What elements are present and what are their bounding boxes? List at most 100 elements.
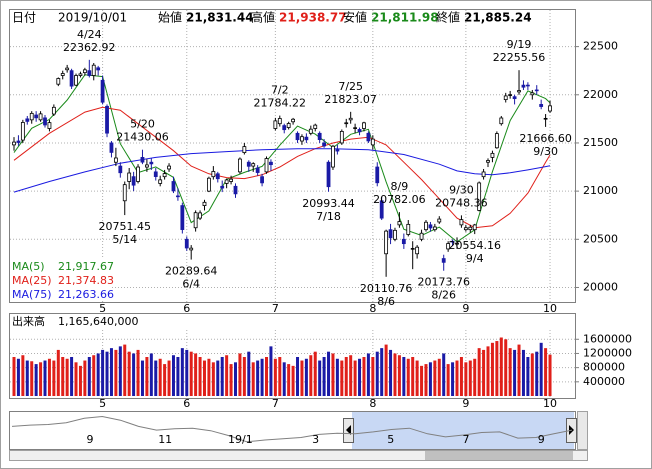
y-tick-label: 22500 xyxy=(583,40,618,53)
navigator-label: 11 xyxy=(158,433,172,446)
annotation-value: 21784.22 xyxy=(254,97,307,110)
candle-body xyxy=(534,89,539,92)
volume-bar xyxy=(256,360,260,396)
header-label: 始値 xyxy=(158,10,182,25)
y-tick-label: 20500 xyxy=(583,232,618,245)
volume-bar xyxy=(344,357,348,396)
volume-bar xyxy=(149,353,153,396)
volume-bar xyxy=(322,357,326,396)
candle-body xyxy=(370,138,375,146)
candle-body xyxy=(25,118,30,122)
volume-panel xyxy=(9,313,576,399)
volume-bar xyxy=(234,362,237,396)
volume-bar xyxy=(25,360,29,396)
volume-bar xyxy=(309,355,313,396)
candle-body xyxy=(384,230,389,255)
annotation-value: 20110.76 xyxy=(360,282,413,295)
candle-body xyxy=(437,218,442,223)
volume-bar xyxy=(154,360,158,396)
candle-body xyxy=(428,224,433,229)
candle-body xyxy=(211,171,216,178)
volume-bar xyxy=(211,362,215,396)
volume-bar xyxy=(105,351,109,396)
x-tick-label: 7 xyxy=(272,397,279,410)
volume-bar xyxy=(92,355,96,396)
navigator-label: 9 xyxy=(538,433,545,446)
annotation-date: 5/20 xyxy=(130,118,155,131)
candle-body xyxy=(180,205,185,230)
candle-body xyxy=(153,171,158,177)
candle-body xyxy=(198,212,202,219)
volume-bar xyxy=(406,358,410,396)
volume-bar xyxy=(260,358,264,396)
x-tick-label: 9 xyxy=(462,397,469,410)
candle-body xyxy=(122,184,127,202)
candle-body xyxy=(136,166,140,182)
volume-bar xyxy=(229,364,233,396)
candle-body xyxy=(158,179,163,184)
candle-body xyxy=(277,118,282,125)
volume-title: 出来高 xyxy=(12,314,45,328)
volume-bar xyxy=(216,360,220,396)
candle-body xyxy=(455,242,459,245)
candle-body xyxy=(113,157,118,163)
volume-bar xyxy=(371,357,375,396)
volume-bar xyxy=(389,349,393,396)
volume-bar xyxy=(123,344,127,396)
navigator-end[interactable] xyxy=(577,411,588,450)
scrollbar-thumb[interactable] xyxy=(425,451,573,460)
x-tick-label: 10 xyxy=(543,397,557,410)
volume-bar xyxy=(189,351,193,396)
candle-body xyxy=(322,142,327,147)
volume-bar xyxy=(482,349,486,396)
candle-body xyxy=(105,105,109,134)
annotation-date: 6/4 xyxy=(182,278,200,291)
annotation-value: 20289.64 xyxy=(165,265,218,278)
scrollbar[interactable] xyxy=(9,450,588,461)
candle-body xyxy=(34,114,39,119)
volume-bar xyxy=(437,358,441,396)
candle-body xyxy=(60,73,65,76)
volume-bar xyxy=(393,353,397,396)
candle-body xyxy=(463,227,468,231)
volume-bar xyxy=(278,357,282,396)
candle-body xyxy=(339,130,344,144)
candle-body xyxy=(357,129,362,133)
annotation-value: 20748.36 xyxy=(435,196,488,209)
candle-body xyxy=(472,224,477,231)
volume-bar xyxy=(411,357,415,396)
legend-value: 21,917.67 xyxy=(58,260,114,273)
volume-bar xyxy=(477,348,481,396)
volume-bar xyxy=(468,360,472,396)
volume-bar xyxy=(101,349,105,396)
candle-body xyxy=(202,201,207,206)
volume-bar xyxy=(459,357,463,396)
volume-bar xyxy=(78,365,82,396)
volume-bar xyxy=(331,353,335,396)
volume-bar xyxy=(402,357,406,396)
navigator-label: 19/1 xyxy=(228,433,253,446)
volume-bar xyxy=(61,357,65,396)
y-tick-label: 20000 xyxy=(583,280,618,293)
volume-bar xyxy=(265,357,269,396)
candle-body xyxy=(530,92,535,96)
candle-body xyxy=(375,166,380,184)
volume-bar xyxy=(375,351,379,396)
volume-bar xyxy=(499,337,503,396)
candle-body xyxy=(38,113,43,121)
ma-line xyxy=(13,74,551,243)
candle-body xyxy=(74,75,78,86)
candle-body xyxy=(238,158,242,173)
header-label: 終値 xyxy=(436,10,460,25)
candle-body xyxy=(459,219,464,226)
candle-body xyxy=(229,178,233,182)
candle-body xyxy=(109,142,114,153)
handle-arrow xyxy=(346,425,351,435)
candle-body xyxy=(189,247,194,251)
candle-body xyxy=(12,141,16,146)
annotation-date: 9/30 xyxy=(449,183,474,196)
candle-body xyxy=(131,176,136,186)
volume-bar xyxy=(544,348,548,396)
volume-bar xyxy=(39,362,43,396)
